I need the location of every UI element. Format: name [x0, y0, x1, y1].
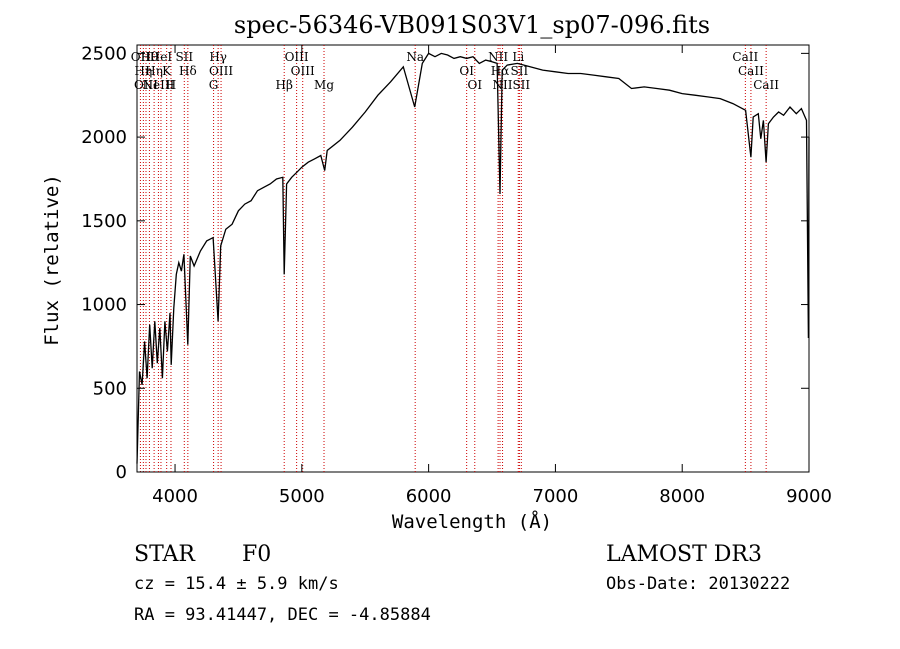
line-label: Hδ	[179, 64, 197, 78]
line-label: OII	[131, 50, 151, 64]
spectrum-line	[136, 52, 810, 464]
x-axis-ticks: 4000 5000 6000 7000 8000 9000	[152, 45, 832, 507]
line-label: Hβ	[276, 78, 293, 92]
y-tick-label: 2500	[81, 43, 127, 64]
object-class: STAR	[134, 542, 196, 567]
line-label: HeI	[150, 50, 173, 64]
plot-area: OIIHηOIIIHθHηNeIIIHeIKHSIIHδGHγOIIIHβOII…	[81, 43, 832, 507]
y-axis-ticks: 0 500 1000 1500 2000 2500	[81, 43, 809, 483]
line-label: Na	[406, 50, 424, 64]
line-label: Hη	[145, 64, 163, 78]
line-label: Hη	[135, 64, 153, 78]
line-label: G	[209, 78, 219, 92]
line-label: OIII	[285, 50, 309, 64]
spectral-line-markers	[139, 45, 767, 472]
x-tick-label: 8000	[659, 486, 705, 507]
coordinates: RA = 93.41447, DEC = -4.85884	[134, 605, 431, 625]
observation-date: Obs-Date: 20130222	[606, 574, 790, 594]
line-label: SII	[175, 50, 193, 64]
line-label: CaII	[738, 64, 764, 78]
x-tick-label: 6000	[406, 486, 452, 507]
line-label: OI	[467, 78, 482, 92]
line-label: OIII	[134, 78, 158, 92]
line-label: Mg	[314, 78, 334, 92]
line-label: OIII	[209, 64, 233, 78]
line-label: NII	[488, 50, 508, 64]
line-label: OI	[459, 64, 474, 78]
x-tick-label: 5000	[279, 486, 325, 507]
line-label: Li	[512, 50, 524, 64]
spectral-line-labels: OIIHηOIIIHθHηNeIIIHeIKHSIIHδGHγOIIIHβOII…	[131, 50, 780, 92]
line-label: OIII	[291, 64, 315, 78]
survey-name: LAMOST DR3	[606, 542, 762, 567]
x-tick-label: 7000	[533, 486, 579, 507]
x-tick-label: 9000	[786, 486, 832, 507]
object-subclass: F0	[242, 542, 271, 567]
y-tick-label: 1000	[81, 295, 127, 316]
redshift-cz: cz = 15.4 ± 5.9 km/s	[134, 574, 339, 594]
line-label: SII	[511, 64, 529, 78]
y-tick-label: 500	[93, 378, 127, 399]
line-label: CaII	[732, 50, 758, 64]
plot-frame	[136, 44, 810, 473]
line-label: CaII	[753, 78, 779, 92]
line-label: SII	[512, 78, 530, 92]
chart-title: spec-56346-VB091S03V1_sp07-096.fits	[234, 11, 710, 39]
line-label: NeIII	[143, 78, 175, 92]
y-tick-label: 2000	[81, 127, 127, 148]
line-label: K	[162, 64, 172, 78]
y-axis-label: Flux (relative)	[41, 174, 63, 346]
y-tick-label: 0	[116, 462, 127, 483]
x-axis-label: Wavelength (Å)	[392, 510, 552, 533]
line-label: Hγ	[209, 50, 227, 64]
x-tick-label: 4000	[152, 486, 198, 507]
y-tick-label: 1500	[81, 211, 127, 232]
line-label: H	[166, 78, 176, 92]
